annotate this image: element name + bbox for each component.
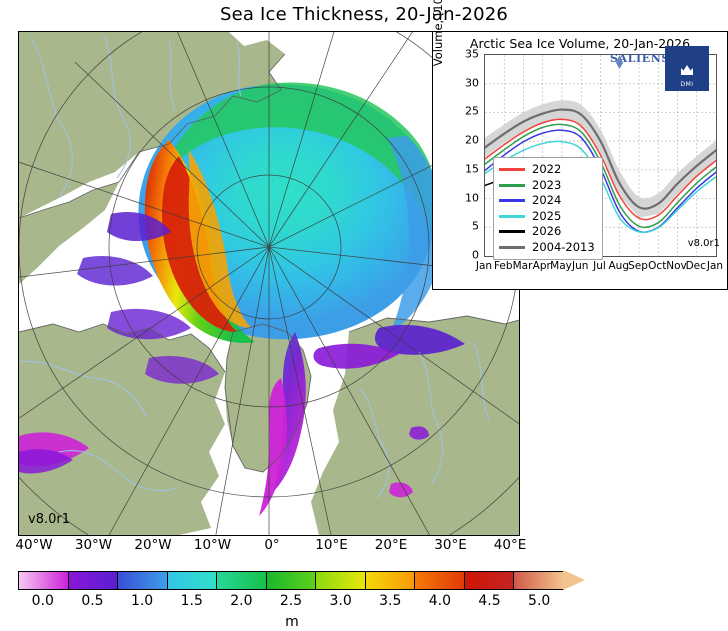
colorbar-segment: [316, 572, 366, 589]
legend-swatch: [499, 245, 525, 249]
chart-x-tick-label: Dec: [685, 260, 706, 272]
colorbar-section: 0.0 0.5 1.0 1.5 2.0 2.5 3.0 3.5 4.0 4.5 5.0 m: [0, 566, 728, 631]
legend-label: 2022: [532, 162, 562, 176]
chart-x-tick-label: Aug: [608, 260, 630, 272]
legend-swatch: [499, 168, 525, 172]
chart-x-tick-label: Nov: [666, 260, 687, 272]
legend-swatch: [499, 199, 525, 203]
colorbar-unit-label: m: [285, 614, 299, 630]
legend-item-2026[interactable]: 2026: [499, 224, 595, 240]
legend-item-2024[interactable]: 2024: [499, 193, 595, 209]
colorbar-tick-label: 2.5: [279, 593, 303, 609]
lon-tick-label: 40°E: [493, 537, 527, 553]
lon-tick-label: 30°E: [434, 537, 467, 553]
colorbar-tick-labels: 0.0 0.5 1.0 1.5 2.0 2.5 3.0 3.5 4.0 4.5 5.0: [0, 593, 728, 611]
sea-ice-thickness-map[interactable]: v8.0r1: [18, 31, 520, 536]
chart-x-tick-label: Oct: [648, 260, 667, 272]
chart-version-label: v8.0r1: [687, 238, 720, 249]
chart-x-tick-label: Feb: [493, 260, 513, 272]
colorbar-tick-label: 3.0: [329, 593, 352, 609]
arctic-sea-ice-volume-chart[interactable]: Arctic Sea Ice Volume, 20-Jan-2026 Volum…: [431, 0, 728, 290]
chart-y-tick-label: 10: [465, 191, 479, 205]
crown-icon: [681, 65, 693, 75]
colorbar-tick-label: 1.0: [130, 593, 154, 609]
colorbar-tick-label: 4.0: [428, 593, 452, 609]
lon-tick-label: 10°W: [193, 537, 232, 553]
lon-tick-label: 40°W: [15, 537, 53, 553]
colorbar-tick-label: 2.0: [230, 593, 253, 609]
legend-item-2004-2013[interactable]: 2004-2013: [499, 240, 595, 256]
chart-title: Arctic Sea Ice Volume, 20-Jan-2026: [469, 36, 691, 51]
colorbar-segment: [118, 572, 168, 589]
colorbar-over-arrow: [563, 570, 585, 590]
chart-series-2022: [485, 118, 716, 221]
legend-label: 2004-2013: [532, 239, 595, 254]
colorbar-tick-label: 4.5: [478, 593, 501, 609]
colorbar-segment: [464, 572, 515, 589]
page-title: Sea Ice Thickness, 20-Jan-2026: [219, 4, 509, 25]
chart-series-2004-2013: [485, 108, 716, 210]
chart-x-tick-label: Jan: [706, 260, 724, 272]
colorbar-segment: [514, 572, 564, 589]
legend-label: 2023: [532, 177, 562, 192]
salienseas-drop-icon: [616, 55, 623, 69]
chart-y-tick-label: 25: [465, 104, 479, 118]
legend-swatch: [499, 183, 525, 187]
lon-tick-label: 30°W: [74, 537, 113, 553]
dmi-logo: DMI: [665, 46, 709, 91]
chart-legend[interactable]: 2022 2023 2024 2025 2026 2004-2013: [493, 157, 603, 260]
chart-y-tick-label: 5: [472, 219, 479, 233]
legend-swatch: [499, 230, 525, 234]
legend-label: 2026: [532, 224, 562, 238]
map-canvas: [19, 32, 519, 535]
colorbar-segment: [415, 572, 465, 589]
chart-x-tick-label: Jun: [572, 260, 589, 272]
chart-y-tick-label: 30: [465, 76, 479, 90]
colorbar-tick-label: 5.0: [528, 593, 551, 609]
colorbar-tick-label: 1.5: [180, 593, 203, 609]
chart-y-tick-label: 20: [465, 133, 479, 147]
colorbar-tick-label: 0.5: [81, 593, 104, 609]
legend-item-2022[interactable]: 2022: [499, 162, 595, 178]
chart-x-tick-label: Apr: [532, 260, 551, 272]
colorbar-segment: [19, 572, 69, 589]
legend-item-2023[interactable]: 2023: [499, 178, 595, 194]
map-longitude-axis: 40°W 30°W 20°W 10°W 0° 10°E 20°E 30°E 40°E: [15, 537, 526, 557]
chart-x-tick-label: Mar: [512, 260, 533, 272]
chart-x-tick-label: Jul: [593, 260, 606, 272]
lon-tick-label: 10°E: [315, 537, 348, 553]
chart-x-tick-label: Jan: [475, 260, 493, 272]
colorbar-tick-label: 0.0: [31, 593, 54, 609]
legend-label: 2024: [532, 193, 562, 207]
chart-x-tick-label: Sep: [628, 260, 648, 272]
dmi-logo-text: DMI: [680, 81, 694, 88]
legend-item-2025[interactable]: 2025: [499, 209, 595, 225]
colorbar-segment: [266, 572, 317, 589]
colorbar-segment: [217, 572, 267, 589]
map-version-label: v8.0r1: [28, 512, 70, 527]
legend-label: 2025: [532, 208, 562, 223]
lon-tick-label: 0°: [264, 537, 280, 553]
chart-y-tick-label: 15: [465, 162, 479, 176]
chart-y-axis-label: Volume, [1000 km³]: [431, 0, 445, 67]
colorbar-tick-label: 3.5: [379, 593, 402, 609]
colorbar[interactable]: [18, 571, 564, 590]
lon-tick-label: 20°W: [134, 537, 172, 553]
chart-x-tick-label: May: [550, 260, 572, 272]
colorbar-segment: [68, 572, 119, 589]
lon-tick-label: 20°E: [374, 537, 408, 553]
colorbar-segment: [167, 572, 218, 589]
colorbar-segment: [365, 572, 416, 589]
legend-swatch: [499, 214, 525, 218]
